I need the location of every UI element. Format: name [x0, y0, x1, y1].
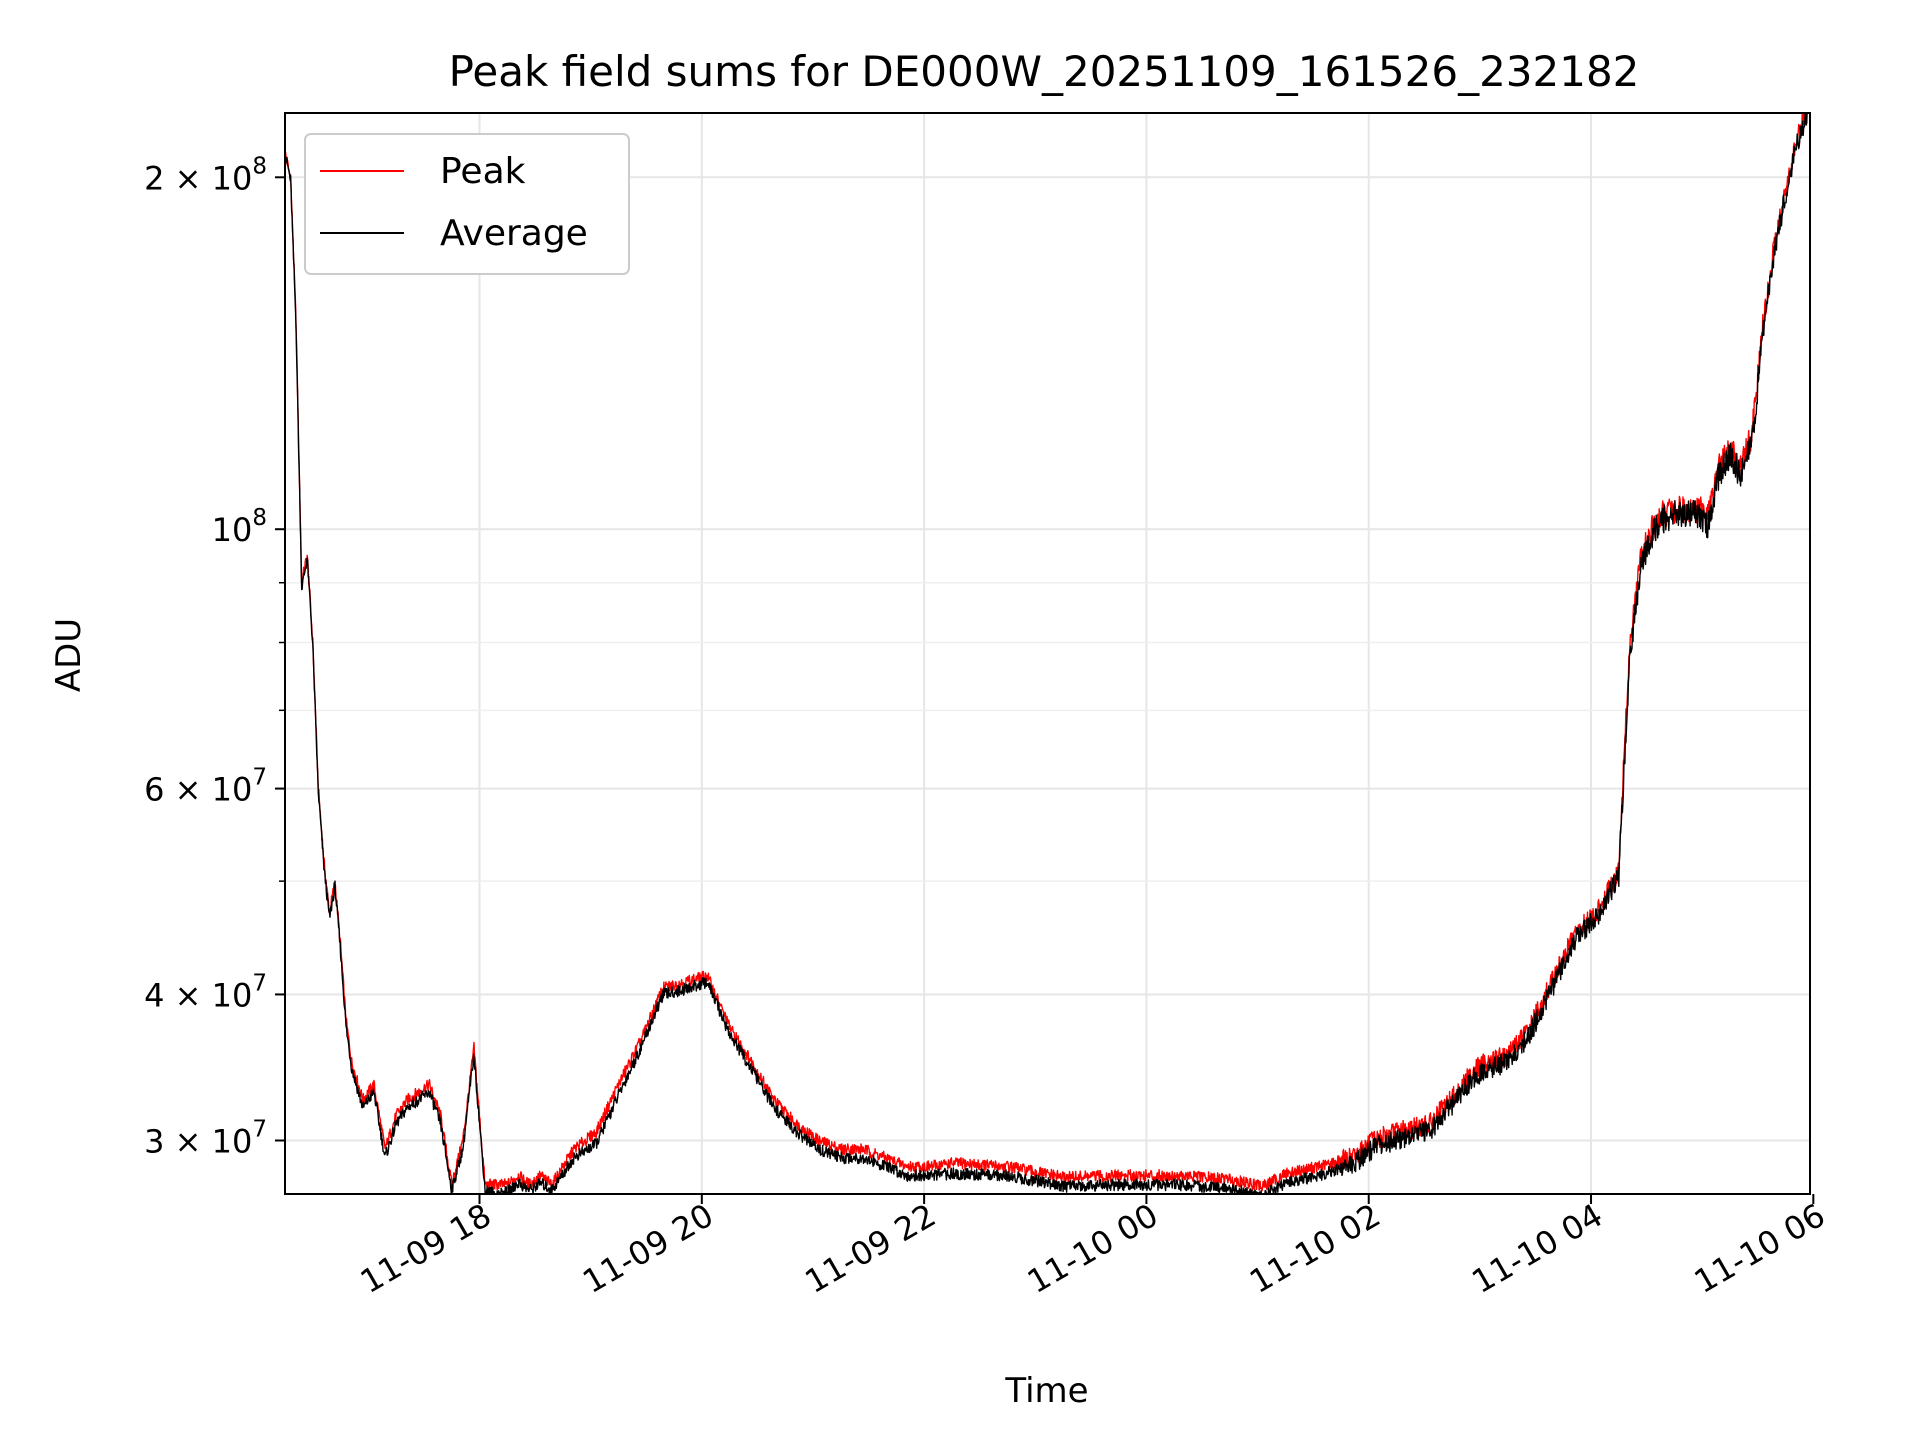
- y-tick-label: 6 × 107: [144, 765, 267, 809]
- series-layer: [285, 113, 1808, 1194]
- legend: Peak Average: [304, 133, 630, 275]
- legend-frame: [304, 133, 630, 275]
- y-tick-label: 4 × 107: [144, 970, 267, 1014]
- chart-title: Peak field sums for DE000W_20251109_1615…: [449, 47, 1640, 96]
- y-tick-label: 2 × 108: [144, 153, 267, 197]
- legend-average-label: Average: [440, 213, 588, 254]
- y-axis-title: ADU: [49, 618, 89, 692]
- x-axis-title: Time: [1004, 1371, 1088, 1411]
- y-tick-label: 108: [212, 505, 267, 549]
- legend-peak-label: Peak: [440, 151, 526, 192]
- series-line-average: [285, 113, 1808, 1194]
- plot-area: [285, 113, 1808, 1194]
- y-tick-label: 3 × 107: [144, 1117, 267, 1161]
- plot-frame: [284, 112, 1811, 1195]
